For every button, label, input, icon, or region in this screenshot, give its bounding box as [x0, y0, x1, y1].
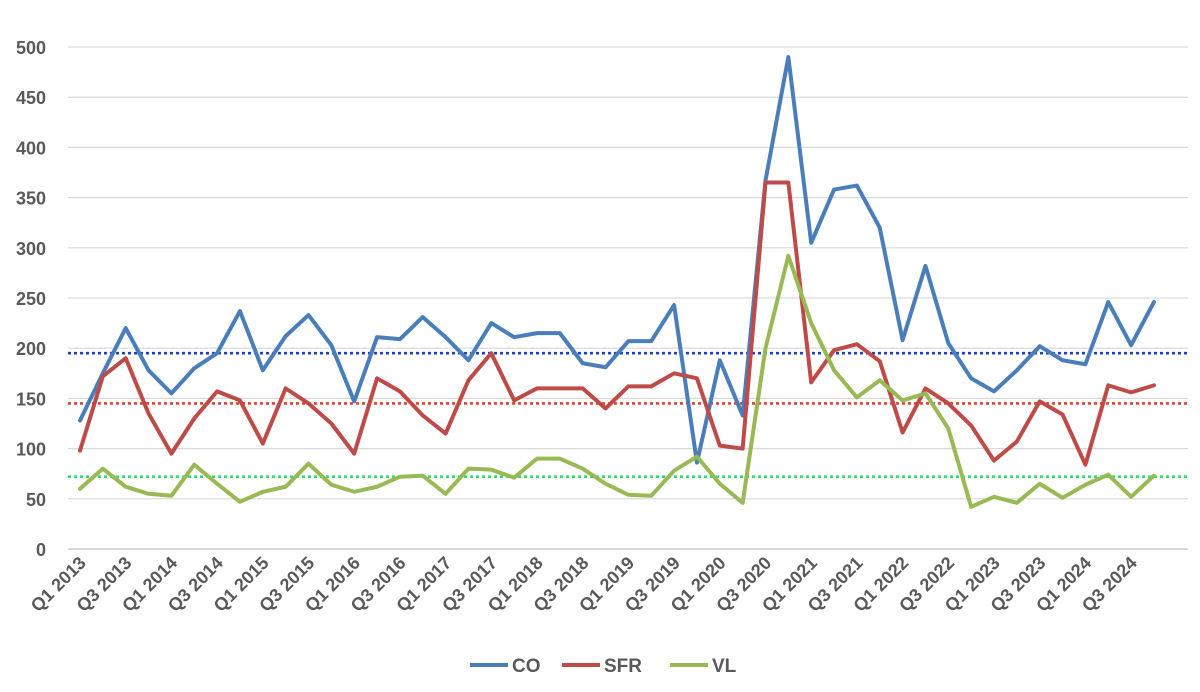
y-tick-label: 150	[16, 389, 46, 409]
series-line-sfr	[78, 180, 1156, 467]
legend: CO SFR VL	[470, 656, 737, 677]
y-tick-label: 400	[16, 138, 46, 158]
legend-label-sfr: SFR	[604, 656, 642, 677]
y-tick-label: 500	[16, 38, 46, 58]
average-reference-lines	[68, 351, 1188, 479]
series-line-vl	[78, 253, 1156, 509]
series-line-co	[78, 55, 1156, 465]
y-tick-label: 300	[16, 239, 46, 259]
gridlines	[68, 46, 1188, 550]
y-axis: 0 50 100 150 200 250 300 350 400 450 500	[16, 38, 46, 560]
y-tick-label: 0	[36, 540, 46, 560]
y-tick-label: 200	[16, 339, 46, 359]
y-tick-label: 100	[16, 440, 46, 460]
legend-label-co: CO	[512, 656, 541, 677]
legend-label-vl: VL	[712, 656, 737, 677]
y-tick-label: 50	[26, 490, 46, 510]
data-series	[78, 55, 1156, 509]
y-tick-label: 450	[16, 88, 46, 108]
y-tick-label: 250	[16, 289, 46, 309]
y-tick-label: 350	[16, 189, 46, 209]
